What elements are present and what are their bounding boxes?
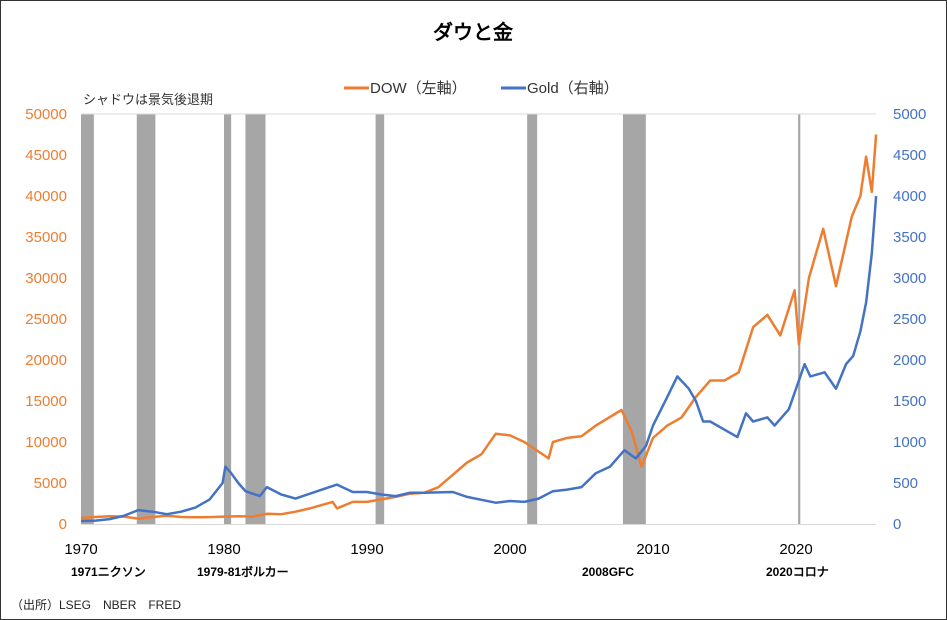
y-left-tick-label: 50000 [25,106,67,123]
recession-band [136,114,156,524]
recession-band [245,114,266,524]
y-right-tick-label: 0 [893,516,901,533]
y-left-tick-label: 0 [59,516,67,533]
annotation-volcker: 1979-81ボルカー [197,564,289,579]
legend-label-gold: Gold（右軸） [527,80,619,97]
series-line-dow [80,134,878,520]
x-tick-label: 1990 [350,541,383,558]
annotations: 1971ニクソン 1979-81ボルカー 2008GFC 2020コロナ [71,564,829,579]
recession-band [622,114,646,524]
recession-band [81,114,94,524]
series-lines [80,134,878,523]
x-tick-label: 2020 [779,541,812,558]
y-left-tick-label: 45000 [25,147,67,164]
legend-label-dow: DOW（左軸） [370,80,467,97]
recession-band [527,114,538,524]
y-left-tick-label: 25000 [25,311,67,328]
x-tick-label: 1970 [64,541,97,558]
annotation-covid: 2020コロナ [766,565,829,579]
y-left-tick-label: 5000 [34,475,67,492]
y-right-tick-label: 2000 [893,352,926,369]
y-right-tick-label: 1500 [893,393,926,410]
y-right-tick-label: 3500 [893,229,926,246]
recession-band [375,114,385,524]
series-line-gold [80,195,878,523]
y-right-tick-label: 4500 [893,147,926,164]
y-left-tick-label: 15000 [25,393,67,410]
y-left-tick-label: 30000 [25,270,67,287]
recession-shading [81,114,801,524]
y-left-tick-label: 20000 [25,352,67,369]
legend: DOW（左軸） Gold（右軸） [344,80,619,97]
y-right-tick-label: 4000 [893,188,926,205]
x-tick-label: 2000 [493,541,526,558]
y-right-tick-label: 3000 [893,270,926,287]
recession-band [224,114,232,524]
recession-band [798,114,801,524]
y-right-tick-label: 2500 [893,311,926,328]
y-left-tick-label: 10000 [25,434,67,451]
axes: 0500010000150002000025000300003500040000… [25,106,926,558]
chart-title: ダウと金 [433,20,514,44]
source-note: （出所）LSEG NBER FRED [11,598,181,612]
y-right-tick-label: 1000 [893,434,926,451]
annotation-gfc: 2008GFC [582,565,634,579]
y-left-tick-label: 40000 [25,188,67,205]
annotation-nixon: 1971ニクソン [71,565,146,579]
y-right-tick-label: 500 [893,475,918,492]
shadow-note: シャドウは景気後退期 [83,92,213,107]
x-tick-label: 2010 [636,541,669,558]
x-tick-label: 1980 [207,541,240,558]
y-left-tick-label: 35000 [25,229,67,246]
y-right-tick-label: 5000 [893,106,926,123]
